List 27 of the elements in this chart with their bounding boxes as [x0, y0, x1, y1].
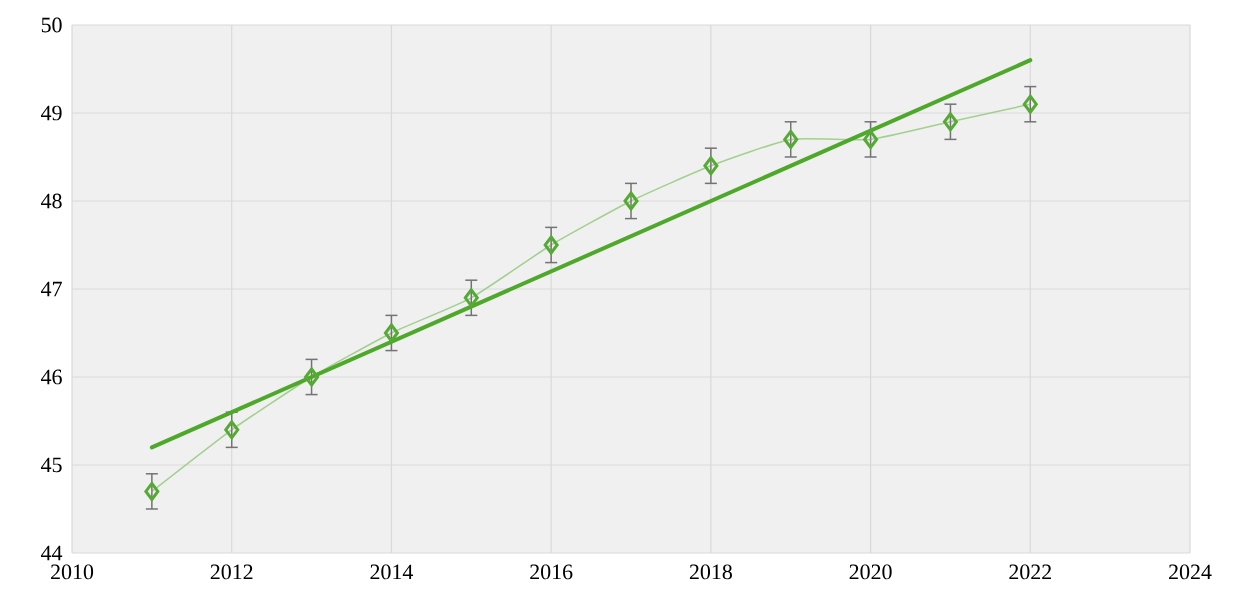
point	[144, 481, 160, 501]
x-tick-label: 2010	[51, 564, 94, 580]
x-tick-label: 2018	[689, 564, 732, 580]
point	[623, 191, 639, 211]
x-tick-label: 2022	[1009, 564, 1051, 580]
y-tick-label: 44	[41, 545, 63, 561]
y-tick-label: 47	[41, 281, 62, 297]
point	[383, 323, 399, 343]
y-tick-label: 48	[41, 193, 62, 209]
x-tick-label: 2016	[530, 564, 573, 580]
x-tick-label: 2024	[1169, 564, 1212, 580]
y-tick-label: 46	[41, 369, 62, 385]
x-tick-label: 2012	[210, 564, 253, 580]
x-tick-label: 2014	[370, 564, 414, 580]
point	[863, 129, 879, 149]
point	[463, 288, 479, 308]
y-tick-label: 49	[41, 105, 62, 121]
point	[783, 129, 799, 149]
point	[224, 420, 240, 440]
point	[543, 235, 559, 255]
y-tick-label: 45	[41, 457, 62, 473]
point	[942, 112, 958, 132]
y-tick-label: 50	[41, 17, 62, 33]
x-tick-label: 2020	[849, 564, 892, 580]
point	[304, 367, 320, 387]
point	[703, 156, 719, 176]
point	[1022, 94, 1038, 114]
